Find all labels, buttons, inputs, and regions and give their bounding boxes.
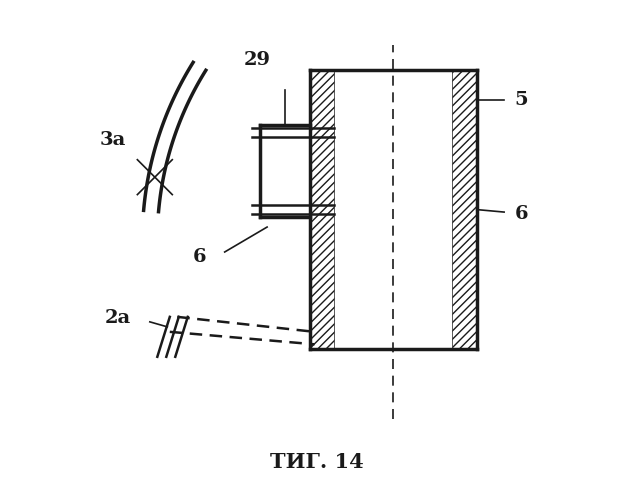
Text: 3а: 3а [100, 131, 126, 149]
Bar [259, 125, 309, 217]
Text: 2а: 2а [104, 309, 131, 327]
Text: ΤИГ. 14: ΤИГ. 14 [270, 452, 364, 472]
Bar [259, 125, 269, 217]
Text: 29: 29 [243, 51, 271, 69]
Text: 6: 6 [515, 205, 528, 223]
Text: 6: 6 [193, 248, 207, 266]
Bar [452, 70, 477, 349]
Bar [309, 70, 335, 349]
Text: 5: 5 [515, 91, 528, 109]
